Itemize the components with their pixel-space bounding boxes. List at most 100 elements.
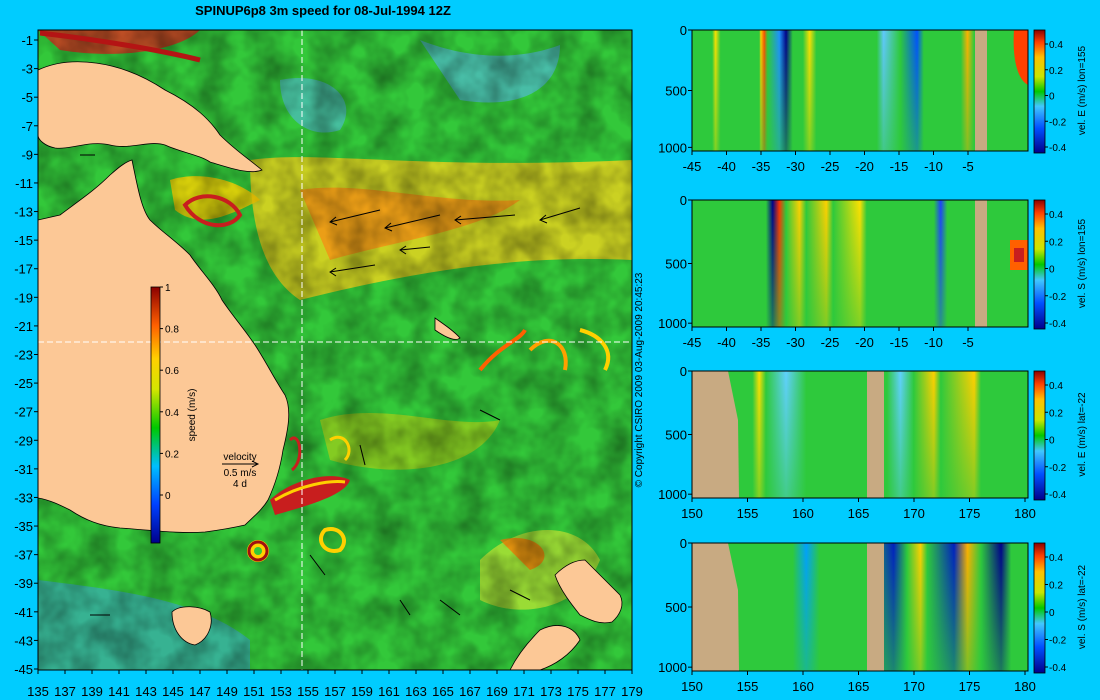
panel-3-axes: 150 155 160 165 170 175 180 0 500 1000 0.4 0.2 0 -0.2… <box>658 364 1088 521</box>
panel-x-tick-label: -35 <box>752 335 771 350</box>
panel-lon155-east <box>691 29 1029 152</box>
map-lat-tick-label: -33 <box>14 490 33 505</box>
panel-colorbar-tick-label: 0 <box>1049 92 1055 103</box>
map-lon-tick-label: 151 <box>243 684 265 699</box>
speed-colorbar-gradient <box>150 286 161 544</box>
panel-x-tick-label: -5 <box>962 335 974 350</box>
map-lon-tick-label: 169 <box>486 684 508 699</box>
map-lat-tick-label: -17 <box>14 262 33 277</box>
speed-map: 1 0.8 0.6 0.4 0.2 0 speed (m/s) velocity 0.5 … <box>14 29 643 699</box>
map-lon-tick-label: 139 <box>81 684 103 699</box>
map-lat-tick-label: -13 <box>14 205 33 220</box>
panel-1-land <box>975 30 987 151</box>
panel-colorbar-tick-label: 0.2 <box>1049 237 1063 248</box>
panel-colorbar-tick-label: 0.4 <box>1049 40 1063 51</box>
panel-1-axes: -45 -40 -35 -30 -25 -20 -15 -10 -5 0 500 1000 0.4 0.2… <box>658 23 1088 174</box>
panel-x-tick-label: 150 <box>681 679 703 694</box>
map-lon-tick-label: 137 <box>54 684 76 699</box>
map-lat-tick-label: -5 <box>21 90 33 105</box>
panel-x-tick-label: 160 <box>792 679 814 694</box>
map-lon-tick-label: 163 <box>405 684 427 699</box>
panel-colorbar-tick-label: -0.2 <box>1049 117 1067 128</box>
panel-colorbar <box>1033 370 1046 501</box>
map-lon-tick-label: 141 <box>108 684 130 699</box>
panel-4-land-west <box>692 543 739 671</box>
panel-x-tick-label: -10 <box>924 159 943 174</box>
map-lat-tick-label: -11 <box>15 176 33 191</box>
map-lon-tick-label: 165 <box>432 684 454 699</box>
velocity-arrows <box>80 154 581 616</box>
panel-y-tick-label: 1000 <box>658 660 687 675</box>
panel-x-tick-label: -40 <box>717 159 736 174</box>
map-lat-tick-label: -25 <box>14 376 33 391</box>
map-lon-tick-label: 177 <box>594 684 616 699</box>
map-lat-tick-label: -15 <box>14 233 33 248</box>
panel-x-tick-label: 175 <box>959 506 981 521</box>
panel-4-axes: 150 155 160 165 170 175 180 0 500 1000 0.4 0.2 0 -0.2… <box>658 536 1088 694</box>
panel-colorbar <box>1033 29 1046 154</box>
panel-y-tick-label: 1000 <box>658 316 687 331</box>
panel-y-tick-label: 1000 <box>658 487 687 502</box>
panel-x-tick-label: -10 <box>924 335 943 350</box>
map-lat-tick-label: -41 <box>14 605 33 620</box>
panel-y-tick-label: 500 <box>665 257 687 272</box>
panel-3-land-mid <box>867 371 884 498</box>
panel-colorbar-tick-label: 0.2 <box>1049 408 1063 419</box>
map-lat-tick-label: -31 <box>14 462 33 477</box>
map-lat-tick-label: -23 <box>14 348 33 363</box>
panel-x-tick-label: -25 <box>821 335 840 350</box>
panel-y-tick-label: 0 <box>680 364 687 379</box>
panel-colorbar-tick-label: -0.2 <box>1049 463 1067 474</box>
panel-x-tick-label: -30 <box>786 159 805 174</box>
panel-colorbar-tick-label: -0.4 <box>1049 490 1067 501</box>
panel-lat22-east <box>691 370 1029 499</box>
new-zealand-north-land <box>554 559 623 624</box>
panel-colorbar-tick-label: -0.4 <box>1049 319 1067 330</box>
panel-colorbar-label: vel. E (m/s) lon=155 <box>1077 45 1088 135</box>
speed-colorbar-tick-label: 0 <box>165 491 171 502</box>
panel-x-tick-label: 160 <box>792 506 814 521</box>
panel-x-tick-label: 170 <box>903 679 925 694</box>
panel-colorbar-tick-label: 0.2 <box>1049 581 1063 592</box>
panel-x-tick-label: -45 <box>683 159 702 174</box>
speed-colorbar-tick-label: 0.6 <box>165 366 179 377</box>
panel-x-tick-label: -30 <box>786 335 805 350</box>
panel-x-tick-label: -45 <box>683 335 702 350</box>
panel-x-tick-label: -5 <box>962 159 974 174</box>
map-lon-tick-label: 159 <box>351 684 373 699</box>
panel-x-tick-label: 175 <box>959 679 981 694</box>
panel-x-tick-label: -25 <box>821 159 840 174</box>
panel-colorbar <box>1033 542 1046 674</box>
map-lat-tick-label: -35 <box>14 519 33 534</box>
panel-x-tick-label: -15 <box>890 335 909 350</box>
map-lon-tick-label: 143 <box>135 684 157 699</box>
map-lat-tick-label: -9 <box>21 147 33 162</box>
map-lat-tick-label: -29 <box>14 433 33 448</box>
panel-y-tick-label: 500 <box>665 428 687 443</box>
copyright-text: © Copyright CSIRO 2009 03-Aug-2009 20:45… <box>634 272 645 487</box>
map-lat-tick-label: -39 <box>14 576 33 591</box>
tasmania-land <box>171 606 212 646</box>
map-lat-tick-label: -21 <box>14 319 33 334</box>
panel-colorbar-label: vel. E (m/s) lat=-22 <box>1077 392 1088 477</box>
speed-colorbar-tick-label: 0.8 <box>165 325 179 336</box>
panel-y-tick-label: 0 <box>680 193 687 208</box>
speed-colorbar-ticks: 1 0.8 0.6 0.4 0.2 0 <box>160 283 179 502</box>
map-lon-tick-label: 135 <box>27 684 49 699</box>
map-lat-tick-label: -45 <box>14 662 33 677</box>
section-panels: -45 -40 -35 -30 -25 -20 -15 -10 -5 0 500 1000 0.4 0.2… <box>658 23 1088 694</box>
panel-y-tick-label: 500 <box>665 600 687 615</box>
map-lat-tick-label: -43 <box>14 633 33 648</box>
velocity-key: velocity 0.5 m/s 4 d <box>222 452 260 490</box>
map-lon-tick-label: 171 <box>513 684 535 699</box>
map-lon-tick-label: 161 <box>378 684 400 699</box>
panel-colorbar-tick-label: 0.4 <box>1049 381 1063 392</box>
panel-colorbar-tick-label: 0 <box>1049 265 1055 276</box>
map-lon-tick-label: 147 <box>189 684 211 699</box>
panel-y-tick-label: 0 <box>680 536 687 551</box>
new-zealand-south-land <box>509 625 581 671</box>
panel-x-tick-label: -20 <box>855 335 874 350</box>
panel-x-tick-label: 170 <box>903 506 925 521</box>
panel-colorbar-tick-label: 0.2 <box>1049 66 1063 77</box>
panel-colorbar-tick-label: 0.4 <box>1049 553 1063 564</box>
